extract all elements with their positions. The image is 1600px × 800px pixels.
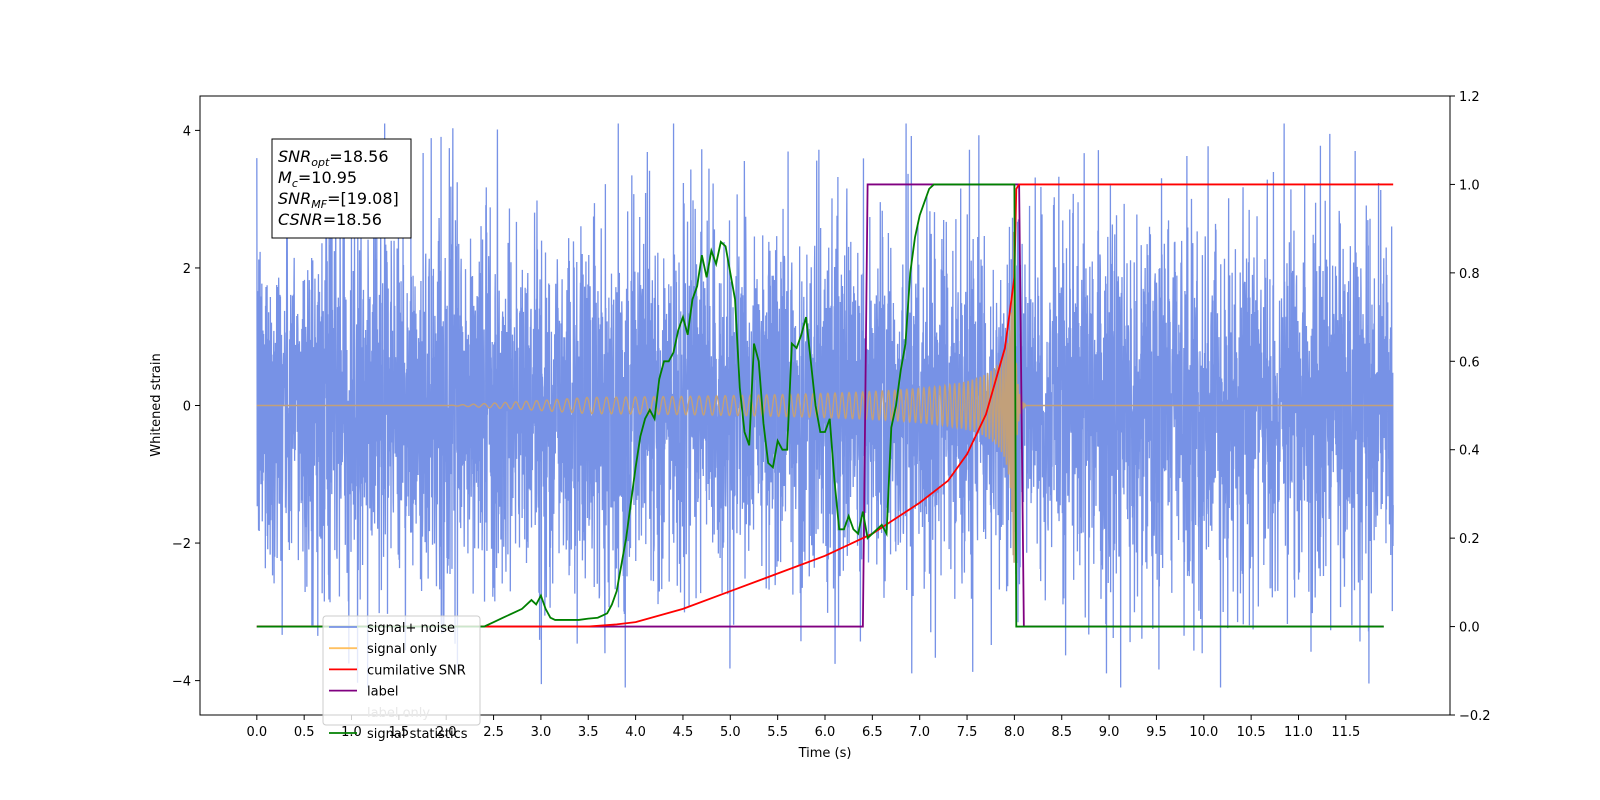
x-tick-label: 1.5: [389, 725, 410, 740]
x-tick-label: 8.0: [1004, 725, 1025, 740]
x-tick-label: 6.0: [815, 725, 836, 740]
y-tick-label-right: 0.2: [1459, 532, 1480, 547]
annotation-symbol: M: [278, 168, 292, 187]
x-tick-label: 0.5: [294, 725, 315, 740]
y-tick-label-right: 1.2: [1459, 90, 1480, 105]
x-tick-label: 2.0: [436, 725, 457, 740]
y-tick-label-left: 2: [183, 262, 191, 277]
x-axis-label: Time (s): [798, 746, 852, 761]
x-tick-label: 3.5: [578, 725, 599, 740]
y-tick-label-right: 0.8: [1459, 267, 1480, 282]
y-axis-right: −0.2 0.0 0.2 0.4 0.6 0.8 1.0 1.2: [1450, 90, 1491, 724]
y-tick-label-right: 0.6: [1459, 355, 1480, 370]
legend-entry: cumilative SNR: [367, 663, 466, 678]
x-tick-label: 10.0: [1189, 725, 1218, 740]
annotation-line: SNRMF=[19.08]: [278, 189, 399, 211]
x-tick-label: 9.0: [1099, 725, 1120, 740]
legend-entry: signal statistics: [367, 727, 468, 742]
y-tick-label-left: 4: [183, 124, 191, 139]
legend-entry: label: [367, 685, 398, 700]
x-tick-label: 11.5: [1331, 725, 1360, 740]
x-tick-label: 6.5: [862, 725, 883, 740]
annotation-subscript: opt: [311, 156, 330, 169]
annotation-value: =[19.08]: [327, 189, 399, 208]
y-tick-label-right: 1.0: [1459, 178, 1480, 193]
x-tick-label: 5.0: [720, 725, 741, 740]
x-tick-label: 3.0: [531, 725, 552, 740]
x-tick-label: 0.0: [246, 725, 267, 740]
legend-frame: [322, 615, 481, 726]
annotation-symbol: CSNR: [278, 210, 323, 229]
y-axis-left: −4 −2 0 2 4: [172, 124, 200, 690]
y-tick-label-left: 0: [183, 400, 191, 415]
y-tick-label-left: −2: [172, 537, 191, 552]
annotation-subscript: MF: [311, 198, 327, 211]
x-tick-label: 10.5: [1237, 725, 1266, 740]
legend-entry: label only: [367, 706, 430, 721]
y-tick-label-right: 0.0: [1459, 621, 1480, 636]
x-tick-label: 2.5: [483, 725, 504, 740]
y-tick-label-right: −0.2: [1459, 709, 1491, 724]
annotation-value: =18.56: [323, 210, 382, 229]
annotation-symbol: SNR: [278, 189, 311, 208]
x-tick-label: 4.0: [625, 725, 646, 740]
annotation-value: =10.95: [298, 168, 357, 187]
series-signal-statistics: [256, 183, 1384, 628]
annotation-symbol: SNR: [278, 147, 311, 166]
x-tick-label: 9.5: [1146, 725, 1167, 740]
annotation-frame: [271, 138, 412, 239]
x-tick-label: 7.0: [909, 725, 930, 740]
y-axis-label-left: Whitened strain: [149, 353, 164, 456]
annotation-subscript: c: [292, 177, 298, 190]
annotation-line: CSNR=18.56: [278, 210, 382, 229]
y-tick-label-right: 0.4: [1459, 444, 1480, 459]
y-tick-label-left: −4: [172, 675, 191, 690]
series-signal-only: [256, 231, 1394, 563]
annotation-line: Mc=10.95: [278, 168, 357, 190]
annotation-line: SNRopt=18.56: [278, 147, 389, 169]
metrics-annotation: SNRopt=18.56Mc=10.95SNRMF=[19.08]CSNR=18…: [271, 138, 412, 239]
legend: signal+ noise signal only cumilative SNR la…: [322, 615, 481, 742]
legend-entry: signal+ noise: [367, 621, 455, 636]
annotation-value: =18.56: [329, 147, 388, 166]
series-signal-noise: [256, 123, 1394, 688]
x-tick-label: 4.5: [673, 725, 694, 740]
x-tick-label: 11.0: [1284, 725, 1313, 740]
x-tick-label: 5.5: [767, 725, 788, 740]
x-axis: 0.0 0.5 1.0 1.5 2.0 2.5 3.0 3.5 4.0 4.5 5.0 5.5 6.0 6…: [246, 715, 1360, 740]
x-tick-label: 8.5: [1051, 725, 1072, 740]
x-tick-label: 7.5: [957, 725, 978, 740]
legend-entry: signal only: [367, 642, 437, 657]
plot-area: [256, 123, 1394, 688]
